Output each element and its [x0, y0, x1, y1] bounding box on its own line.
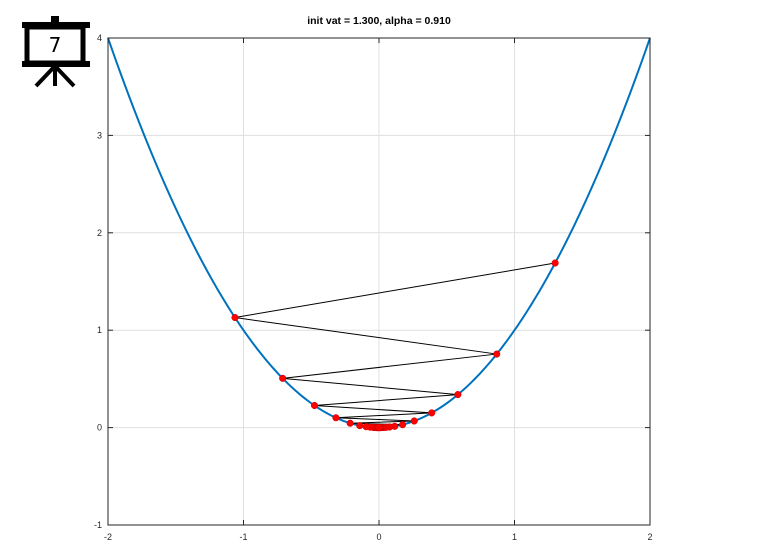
iterate-point	[375, 424, 383, 432]
chart-title: init vat = 1.300, alpha = 0.910	[307, 15, 451, 27]
y-tick-label: 1	[97, 325, 102, 335]
iterate-point	[332, 414, 340, 422]
iterate-point	[428, 409, 436, 417]
grid	[107, 37, 651, 526]
presentation-board-icon: 7	[22, 16, 90, 88]
x-tick-label: 0	[376, 532, 381, 542]
iterate-point	[551, 259, 559, 267]
iterate-point	[279, 374, 287, 382]
x-tick-label: 1	[512, 532, 517, 542]
iterate-point	[346, 419, 354, 427]
iterate-path	[234, 262, 556, 429]
slide-number-label: 7	[49, 33, 62, 57]
iterate-point	[410, 417, 418, 425]
iterate-point	[454, 391, 462, 399]
y-tick-label: 2	[97, 228, 102, 238]
x-tick-label: -1	[239, 532, 247, 542]
y-tick-label: 4	[97, 33, 102, 43]
iterate-point	[231, 313, 239, 322]
iterate-point	[310, 401, 319, 410]
plot-area	[107, 37, 651, 432]
iterate-point	[399, 421, 407, 429]
x-tick-label: -2	[104, 532, 112, 542]
iterate-point	[493, 350, 501, 358]
iterate-point	[356, 422, 364, 430]
x-tick-label: 2	[647, 532, 652, 542]
y-tick-label: 0	[97, 423, 102, 433]
y-tick-label: -1	[94, 520, 102, 530]
y-tick-label: 3	[97, 130, 102, 140]
